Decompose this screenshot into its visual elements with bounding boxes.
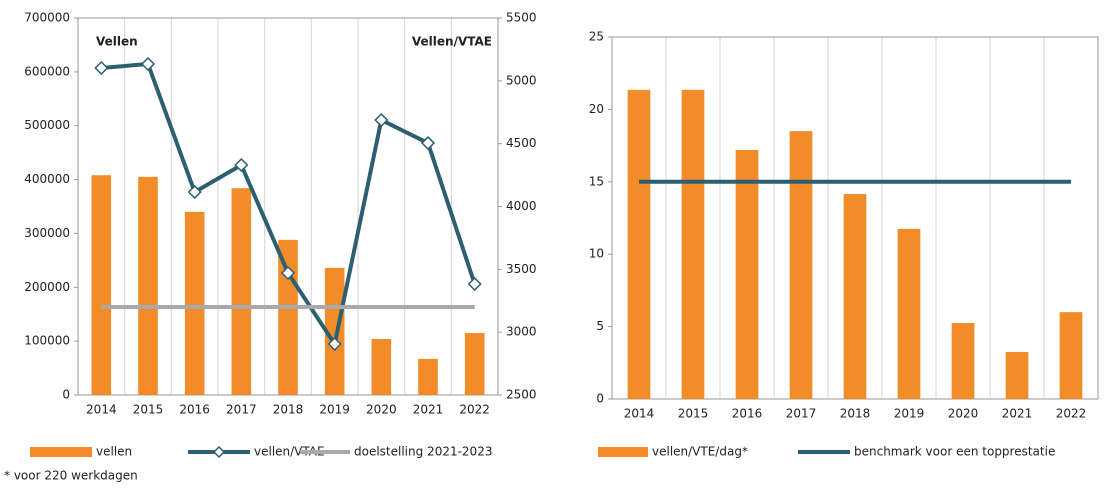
y-tick-label: 600000 [24,64,70,78]
annotation: Vellen [96,35,138,49]
x-tick-label: 2022 [1056,407,1087,421]
x-tick-label: 2022 [459,403,490,417]
bar [1005,351,1029,399]
bar [184,211,205,395]
y-tick-label: 200000 [24,280,70,294]
x-tick-label: 2021 [413,403,444,417]
marker [327,336,342,352]
bar [324,267,345,395]
y-tick-label: 100000 [24,334,70,348]
y-tick-label: 0 [62,388,70,402]
bar [789,131,813,399]
y-tick-label: 10 [589,247,604,261]
y2-tick-label: 3000 [506,325,537,339]
legend-label: doelstelling 2021-2023 [354,445,492,459]
bar [897,228,921,399]
x-tick-label: 2018 [840,407,871,421]
y2-tick-label: 5500 [506,11,537,25]
annotation: Vellen/VTAE [412,35,492,49]
x-tick-label: 2021 [1002,407,1033,421]
y-tick-label: 20 [589,102,604,116]
x-tick-label: 2020 [366,403,397,417]
x-tick-label: 2017 [226,403,257,417]
marker [420,135,436,151]
x-tick-label: 2015 [678,407,709,421]
legend-swatch [30,447,92,457]
y-tick-label: 5 [596,319,604,333]
footnote: * voor 220 werkdagen [4,469,138,483]
y2-tick-label: 4000 [506,199,537,213]
y-tick-label: 0 [596,392,604,406]
x-tick-label: 2015 [133,403,164,417]
x-tick-label: 2019 [319,403,350,417]
x-tick-label: 2014 [86,403,117,417]
x-tick-label: 2016 [179,403,210,417]
marker [140,56,156,72]
bar [627,89,651,400]
y-tick-label: 500000 [24,118,70,132]
legend-label: vellen [96,445,132,459]
marker [374,112,389,128]
x-tick-label: 2020 [948,407,979,421]
bar [735,149,759,399]
legend-label: vellen/VTE/dag* [652,445,748,459]
bar [278,239,298,395]
bar [231,188,252,395]
bar [371,338,392,395]
legend-swatch [598,447,648,457]
legend-marker [212,445,226,459]
marker [187,184,202,200]
x-tick-label: 2016 [732,407,763,421]
y-tick-label: 700000 [24,11,70,25]
y-tick-label: 300000 [24,226,70,240]
y2-tick-label: 3500 [506,262,537,276]
x-tick-label: 2014 [624,407,655,421]
bar [464,333,485,395]
y-tick-label: 400000 [24,172,70,186]
bar [418,358,438,395]
y2-tick-label: 4500 [506,136,537,150]
marker [467,276,482,292]
marker [234,157,249,173]
marker [94,60,109,76]
y-tick-label: 15 [589,174,604,188]
bar [843,194,867,399]
x-tick-label: 2017 [786,407,817,421]
bar [951,322,975,399]
bar [681,89,705,400]
legend-label: benchmark voor een topprestatie [854,445,1055,459]
bar [138,176,158,395]
bar [91,175,112,395]
marker [280,265,296,281]
y2-tick-label: 2500 [506,388,537,402]
y-tick-label: 25 [589,30,604,44]
x-tick-label: 2018 [273,403,304,417]
x-tick-label: 2019 [894,407,925,421]
y2-tick-label: 5000 [506,73,537,87]
bar [1059,312,1083,399]
legend-label: vellen/VTAE [254,445,325,459]
